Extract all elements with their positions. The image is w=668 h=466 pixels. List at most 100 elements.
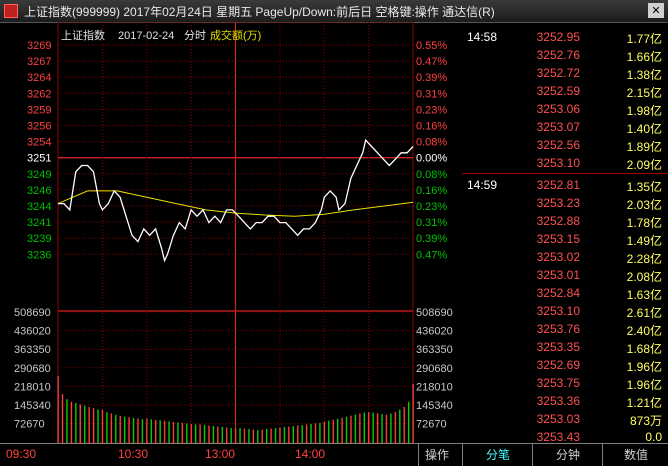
volume-tick-label-right: 363350 (416, 344, 453, 356)
volume-bar (226, 427, 228, 443)
tick-volume: 2.61亿 (626, 306, 662, 320)
volume-bar (345, 416, 348, 443)
chart-header-name: 上证指数 (61, 28, 105, 42)
tick-row[interactable]: 3252.72 1.38亿 (462, 64, 668, 82)
volume-bar (234, 428, 237, 443)
volume-bar (292, 426, 294, 443)
tick-row[interactable]: 3252.88 1.78亿 (462, 212, 668, 230)
tick-price: 3252.72 (536, 66, 580, 80)
volume-bar (385, 414, 388, 443)
volume-bar (354, 414, 357, 443)
volume-bar (163, 420, 166, 443)
tick-price: 3253.10 (536, 304, 580, 318)
price-tick-label: 3262 (27, 88, 51, 100)
percent-axis-right: 0.55% 0.47% 0.39% 0.31% 0.23% 0.16% 0.08% 0.00%… (416, 40, 447, 261)
percent-tick-label: 0.39% (416, 72, 447, 84)
window-title: 上证指数(999999) 2017年02月24日 星期五 PageUp/Down… (24, 5, 495, 19)
volume-bar (363, 412, 365, 443)
volume-bar (359, 413, 361, 443)
tick-row[interactable]: 3253.15 1.49亿 (462, 230, 668, 248)
tick-volume: 1.38亿 (626, 68, 662, 82)
tick-volume: 0.0 (645, 430, 662, 444)
percent-tick-label: 0.23% (416, 201, 447, 213)
tick-row[interactable]: 3252.69 1.96亿 (462, 356, 668, 374)
tick-row[interactable]: 3253.43 0.0 (462, 428, 668, 445)
price-tick-label: 3236 (27, 249, 51, 261)
volume-bar (243, 428, 246, 443)
percent-tick-label: 0.23% (416, 104, 447, 116)
price-tick-label: 3259 (27, 104, 51, 116)
percent-tick-label: 0.16% (416, 185, 447, 197)
volume-bar (172, 421, 175, 443)
tick-price: 3253.35 (536, 340, 580, 354)
volume-tick-label-right: 436020 (416, 326, 453, 338)
chart-header-indicator: 成交额(万) (210, 28, 261, 42)
tick-row[interactable]: 14:58 3252.95 1.77亿 (462, 28, 668, 46)
tick-row[interactable]: 3253.75 1.96亿 (462, 374, 668, 392)
tick-price: 3253.75 (536, 376, 580, 390)
volume-bar (314, 423, 317, 443)
tick-row[interactable]: 14:59 3252.81 1.35亿 (462, 176, 668, 194)
tick-row[interactable]: 3253.07 1.40亿 (462, 118, 668, 136)
volume-bar (128, 417, 130, 443)
tick-row[interactable]: 3253.01 2.08亿 (462, 266, 668, 284)
tab-ticks[interactable]: 分笔 (462, 444, 533, 466)
tick-row[interactable]: 3253.76 2.40亿 (462, 320, 668, 338)
price-tick-label: 3241 (27, 217, 51, 229)
volume-bar (319, 422, 321, 443)
tab-operate[interactable]: 操作 (418, 444, 455, 466)
tick-row[interactable]: 3252.84 1.63亿 (462, 284, 668, 302)
volume-bar (279, 427, 281, 443)
tick-row[interactable]: 3252.56 1.89亿 (462, 136, 668, 154)
volume-bar (181, 422, 184, 443)
volume-bar (186, 423, 188, 443)
tab-minutes[interactable]: 分钟 (532, 444, 603, 466)
percent-tick-label: 0.31% (416, 217, 447, 229)
volume-bar (341, 417, 343, 443)
percent-tick-label: 0.16% (416, 121, 447, 133)
volume-bar (261, 429, 263, 443)
tab-values[interactable]: 数值 (602, 444, 668, 466)
tick-row[interactable]: 3253.02 2.28亿 (462, 248, 668, 266)
volume-bar (252, 429, 255, 443)
volume-axis-left: 508690 436020 363350 290680 218010 145340 7267… (14, 307, 51, 431)
tick-volume: 1.49亿 (626, 234, 662, 248)
volume-bar (203, 424, 206, 443)
tick-volume: 2.28亿 (626, 252, 662, 266)
volume-bar (305, 424, 308, 443)
title-bar: 上证指数(999999) 2017年02月24日 星期五 PageUp/Down… (0, 0, 668, 23)
volume-bar (177, 422, 179, 443)
tick-volume: 1.96亿 (626, 378, 662, 392)
tick-row[interactable]: 3253.35 1.68亿 (462, 338, 668, 356)
tick-price: 3253.06 (536, 102, 580, 116)
volume-bar (328, 420, 330, 443)
tick-row[interactable]: 3252.76 1.66亿 (462, 46, 668, 64)
volume-tick-label: 72670 (14, 419, 45, 431)
volume-bar (407, 401, 410, 443)
volume-bar (399, 409, 401, 443)
tick-price: 3253.10 (536, 156, 580, 170)
volume-bar (159, 420, 161, 443)
tick-row[interactable]: 3252.59 2.15亿 (462, 82, 668, 100)
volume-tick-label-right: 290680 (416, 363, 453, 375)
tick-list-panel[interactable]: 14:58 3252.95 1.77亿 3252.76 1.66亿 3252.72 1.38… (462, 22, 668, 445)
tick-row[interactable]: 3253.36 1.21亿 (462, 392, 668, 410)
tick-volume: 2.08亿 (626, 270, 662, 284)
volume-bar (92, 408, 95, 443)
tick-row[interactable]: 3253.03 873万 (462, 410, 668, 428)
chart-header-mode: 分时 (184, 29, 206, 42)
tick-row[interactable]: 3253.06 1.98亿 (462, 100, 668, 118)
tick-price: 3253.76 (536, 322, 580, 336)
intraday-chart[interactable]: 3269 3267 3264 3262 3259 3256 3254 3251 3249 3246… (0, 22, 462, 443)
close-button[interactable]: ✕ (648, 3, 664, 18)
volume-bar (297, 425, 299, 443)
volume-bar (123, 416, 126, 443)
tick-price: 3253.36 (536, 394, 580, 408)
tick-price: 3252.88 (536, 214, 580, 228)
tick-row[interactable]: 3253.23 2.03亿 (462, 194, 668, 212)
volume-bar (390, 413, 392, 443)
tick-row[interactable]: 3253.10 2.09亿 (462, 154, 668, 172)
tick-price: 3253.15 (536, 232, 580, 246)
tick-row[interactable]: 3253.10 2.61亿 (462, 302, 668, 320)
chart-grid (57, 22, 414, 443)
